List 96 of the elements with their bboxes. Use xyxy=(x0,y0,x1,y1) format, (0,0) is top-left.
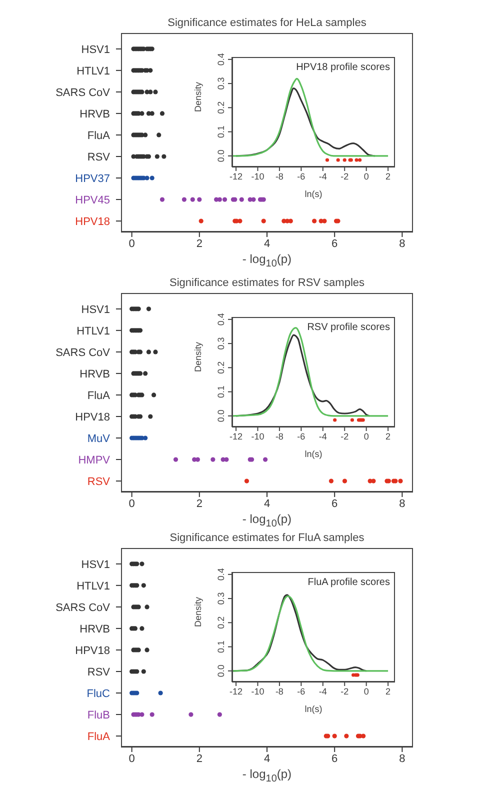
x-axis-title: - log$_{10}$(p) xyxy=(242,512,292,530)
x-tick-label: -12 xyxy=(230,686,243,696)
x-tick-label: 6 xyxy=(332,498,338,510)
x-tick-label: 4 xyxy=(264,238,270,250)
x-tick-label: -6 xyxy=(297,431,306,442)
x-axis-title: ln(s) xyxy=(304,449,322,459)
y-tick-label: HSV1 xyxy=(81,558,110,571)
x-tick-label: 4 xyxy=(264,752,270,765)
x-axis-title: - log$_{10}$(p) xyxy=(242,767,292,784)
x-tick-label: -10 xyxy=(251,171,264,182)
y-tick-label: MuV xyxy=(87,433,111,445)
x-tick-label: 0 xyxy=(364,431,369,442)
y-tick-label: HSV1 xyxy=(81,304,110,316)
y-tick-label: 0.1 xyxy=(216,640,226,654)
x-tick-label: -10 xyxy=(251,686,264,696)
x-tick-label: 0 xyxy=(128,238,135,250)
x-tick-label: 8 xyxy=(399,498,406,510)
x-tick-label: 6 xyxy=(332,238,338,250)
y-tick-label: RSV xyxy=(87,151,111,164)
y-tick-label: 0.3 xyxy=(216,337,226,350)
x-tick-label: 6 xyxy=(332,752,338,765)
x-tick-label: -10 xyxy=(251,431,264,442)
y-axis-title: Density xyxy=(193,341,204,372)
text: FluA profile scores xyxy=(308,577,390,588)
y-tick-label: RSV xyxy=(87,666,111,678)
x-tick-label: 8 xyxy=(399,238,406,250)
x-tick-label: -6 xyxy=(297,686,306,696)
y-tick-label: HTLV1 xyxy=(76,580,110,592)
y-tick-label: HRVB xyxy=(80,368,110,380)
x-tick-label: 0 xyxy=(128,498,135,510)
y-tick-label: 0.2 xyxy=(216,616,226,629)
y-tick-label: HPV18 xyxy=(75,411,110,424)
y-tick-label: HPV45 xyxy=(75,194,110,207)
x-tick-label: 4 xyxy=(264,498,270,510)
x-tick-label: -8 xyxy=(275,686,284,696)
y-tick-label: RSV xyxy=(87,476,111,488)
x-axis-title: ln(s) xyxy=(304,189,322,199)
y-tick-label: SARS CoV xyxy=(56,86,111,99)
y-tick-label: 0.1 xyxy=(216,386,226,398)
x-tick-label: 2 xyxy=(386,431,391,442)
y-tick-label: 0.0 xyxy=(216,410,226,422)
y-axis-title: Density xyxy=(193,81,204,112)
y-tick-label: HRVB xyxy=(80,623,110,636)
y-tick-label: FluA xyxy=(87,130,111,142)
y-tick-label: 0.1 xyxy=(216,126,226,138)
x-tick-label: -2 xyxy=(340,171,349,182)
y-tick-label: HPV18 xyxy=(75,644,110,657)
x-axis-title: ln(s) xyxy=(304,704,322,714)
y-tick-label: HTLV1 xyxy=(76,65,110,78)
y-tick-label: SARS CoV xyxy=(56,602,111,614)
chart-title: Significance estimates for RSV samples xyxy=(169,277,365,289)
y-tick-label: 0.2 xyxy=(216,361,226,374)
x-tick-label: 0 xyxy=(364,171,369,182)
x-tick-label: 2 xyxy=(196,752,202,765)
x-tick-label: -4 xyxy=(318,686,327,696)
x-tick-label: -6 xyxy=(297,171,306,182)
x-tick-label: -2 xyxy=(340,431,349,442)
x-axis-title: - log$_{10}$(p) xyxy=(242,252,292,270)
y-tick-label: FluC xyxy=(86,688,110,700)
y-tick-label: HPV18 xyxy=(75,216,110,228)
y-axis-title: Density xyxy=(193,596,204,627)
y-tick-label: 0.3 xyxy=(216,77,226,90)
y-tick-label: FluA xyxy=(87,731,111,744)
x-tick-label: -12 xyxy=(230,171,243,182)
chart-title: Significance estimates for HeLa samples xyxy=(168,17,366,29)
x-tick-label: -8 xyxy=(275,431,284,442)
y-tick-label: HMPV xyxy=(78,454,111,467)
y-tick-label: HRVB xyxy=(80,108,110,120)
y-tick-label: 0.0 xyxy=(216,664,226,678)
y-tick-label: HSV1 xyxy=(81,44,110,56)
chart-title: Significance estimates for FluA samples xyxy=(170,532,364,544)
x-tick-label: -2 xyxy=(340,686,349,696)
x-tick-label: 0 xyxy=(128,752,135,765)
y-tick-label: HPV37 xyxy=(75,173,110,185)
text: HPV18 profile scores xyxy=(296,62,390,73)
y-tick-label: 0.4 xyxy=(216,53,226,66)
x-tick-label: 2 xyxy=(386,686,391,696)
y-tick-label: HTLV1 xyxy=(76,325,110,338)
y-tick-label: 0.4 xyxy=(216,313,226,326)
y-tick-label: FluB xyxy=(87,710,110,722)
y-tick-label: 0.2 xyxy=(216,101,226,114)
y-tick-label: 0.0 xyxy=(216,150,226,162)
x-tick-label: 2 xyxy=(196,238,202,250)
x-tick-label: 2 xyxy=(386,171,391,182)
y-tick-label: 0.4 xyxy=(216,568,226,581)
x-tick-label: -12 xyxy=(230,431,243,442)
x-tick-label: -8 xyxy=(275,171,284,182)
y-tick-label: SARS CoV xyxy=(56,346,111,359)
x-tick-label: 0 xyxy=(364,686,369,696)
text: RSV profile scores xyxy=(307,322,390,333)
y-tick-label: FluA xyxy=(87,390,111,402)
x-tick-label: 2 xyxy=(196,498,202,510)
y-tick-label: 0.3 xyxy=(216,592,226,605)
x-tick-label: -4 xyxy=(318,171,327,182)
x-tick-label: -4 xyxy=(318,431,327,442)
x-tick-label: 8 xyxy=(399,752,406,765)
